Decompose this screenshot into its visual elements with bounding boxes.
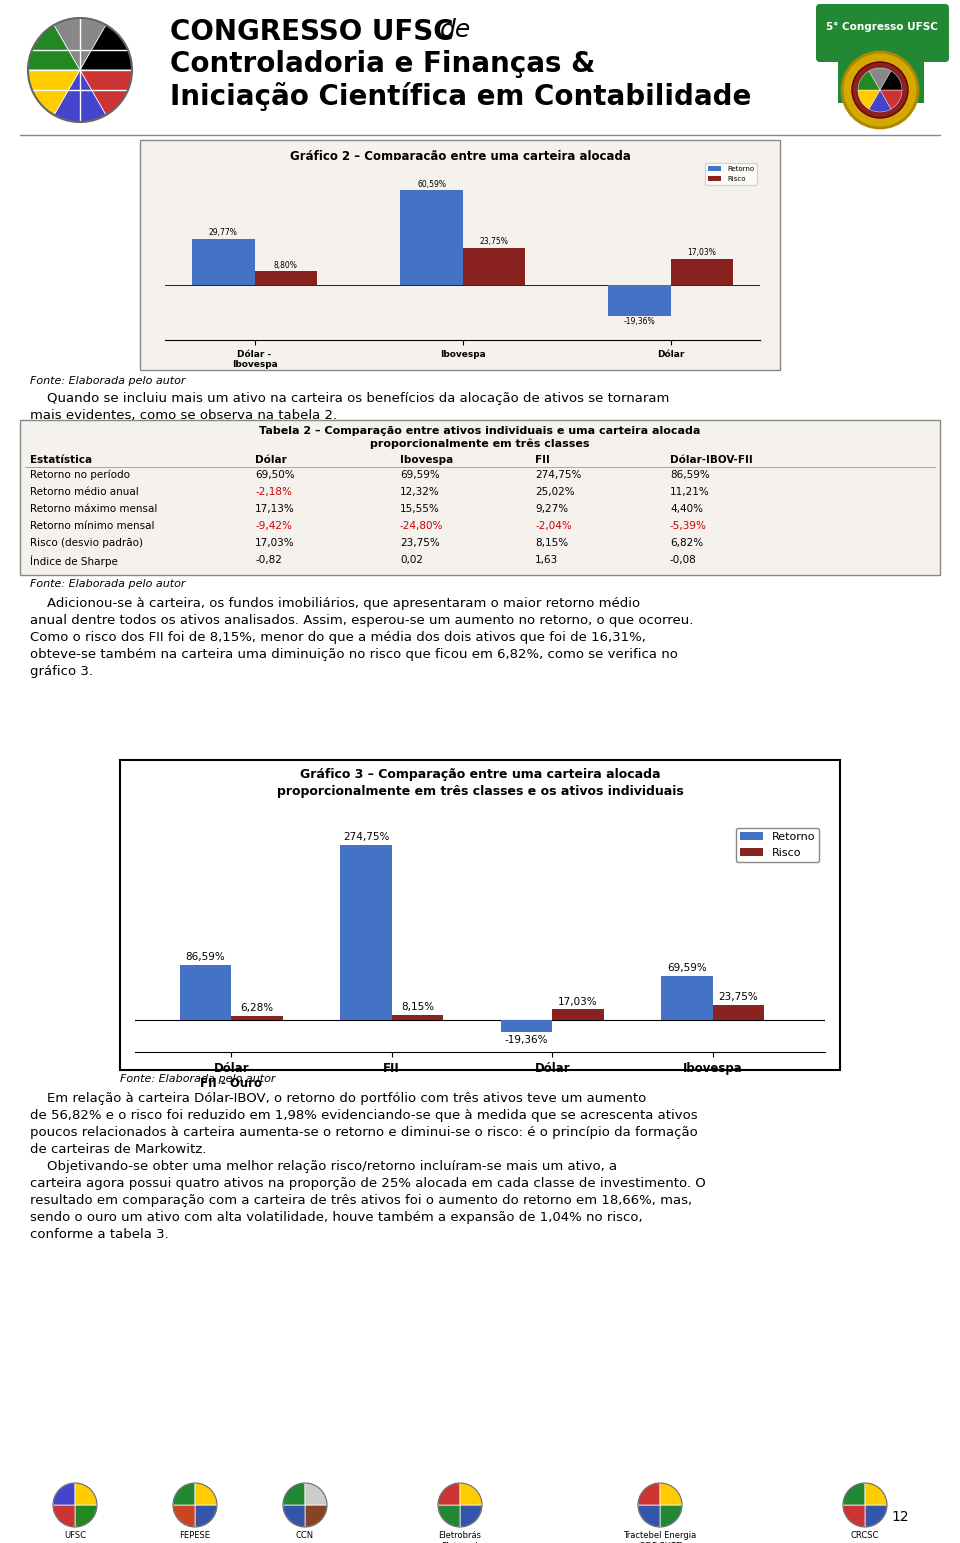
FancyBboxPatch shape	[906, 48, 924, 103]
Text: 86,59%: 86,59%	[185, 952, 226, 963]
Text: 29,77%: 29,77%	[209, 228, 238, 238]
Wedge shape	[865, 1504, 887, 1528]
Text: Gráfico 2 – Comparação entre uma carteira alocada
proporcionalmente em 50% de ca: Gráfico 2 – Comparação entre uma carteir…	[265, 150, 655, 179]
Text: 6,82%: 6,82%	[670, 539, 703, 548]
Wedge shape	[80, 69, 132, 116]
Wedge shape	[869, 68, 891, 89]
Bar	[609, 285, 671, 315]
Wedge shape	[638, 1504, 660, 1528]
Wedge shape	[438, 1504, 460, 1528]
Wedge shape	[75, 1483, 97, 1504]
Text: Controladoria e Finanças &: Controladoria e Finanças &	[170, 49, 595, 79]
Text: 69,50%: 69,50%	[255, 471, 295, 480]
Bar	[501, 1020, 552, 1032]
Text: 274,75%: 274,75%	[535, 471, 582, 480]
Wedge shape	[173, 1504, 195, 1528]
Legend: Retorno, Risco: Retorno, Risco	[705, 164, 756, 185]
Wedge shape	[54, 19, 106, 69]
Wedge shape	[843, 1504, 865, 1528]
Wedge shape	[195, 1483, 217, 1504]
Text: 69,59%: 69,59%	[667, 963, 707, 974]
Text: Tractebel Energia
GDF SUEZ: Tractebel Energia GDF SUEZ	[623, 1531, 697, 1543]
Bar	[552, 1009, 604, 1020]
Bar	[254, 272, 317, 285]
Text: Dólar-IBOV-FII: Dólar-IBOV-FII	[670, 455, 753, 464]
Text: FEPESE: FEPESE	[180, 1531, 210, 1540]
Wedge shape	[438, 1483, 460, 1504]
Wedge shape	[880, 71, 902, 89]
Wedge shape	[195, 1504, 217, 1528]
Text: CCN: CCN	[296, 1531, 314, 1540]
Text: 1,63: 1,63	[535, 555, 559, 565]
Bar	[661, 975, 712, 1020]
Text: Quando se incluiu mais um ativo na carteira os benefícios da alocação de ativos : Quando se incluiu mais um ativo na carte…	[30, 392, 669, 421]
Text: 12,32%: 12,32%	[400, 488, 440, 497]
Wedge shape	[858, 71, 880, 89]
Text: 60,59%: 60,59%	[417, 181, 446, 188]
Text: 23,75%: 23,75%	[479, 238, 509, 247]
Text: UFSC: UFSC	[64, 1531, 86, 1540]
FancyBboxPatch shape	[838, 48, 856, 103]
Wedge shape	[880, 89, 902, 110]
Text: 15,55%: 15,55%	[400, 505, 440, 514]
Text: 5° Congresso UFSC: 5° Congresso UFSC	[826, 22, 938, 32]
Text: 8,15%: 8,15%	[535, 539, 568, 548]
Text: Retorno médio anual: Retorno médio anual	[30, 488, 139, 497]
Text: 17,13%: 17,13%	[255, 505, 295, 514]
Text: Em relação à carteira Dólar-IBOV, o retorno do portfólio com três ativos teve um: Em relação à carteira Dólar-IBOV, o reto…	[30, 1092, 698, 1156]
Text: -0,82: -0,82	[255, 555, 282, 565]
Text: 8,15%: 8,15%	[401, 1003, 434, 1012]
Text: 23,75%: 23,75%	[400, 539, 440, 548]
Text: -19,36%: -19,36%	[624, 316, 656, 326]
Text: 69,59%: 69,59%	[400, 471, 440, 480]
Text: Eletrobrás
Eletrosul: Eletrobrás Eletrosul	[439, 1531, 482, 1543]
FancyBboxPatch shape	[20, 420, 940, 576]
Text: 274,75%: 274,75%	[343, 832, 389, 842]
Bar	[180, 964, 231, 1020]
Text: Tabela 2 – Comparação entre ativos individuais e uma carteira alocada
proporcion: Tabela 2 – Comparação entre ativos indiv…	[259, 426, 701, 449]
Text: 11,21%: 11,21%	[670, 488, 709, 497]
Circle shape	[852, 62, 908, 117]
Text: -9,42%: -9,42%	[255, 522, 292, 531]
Text: Ibovespa: Ibovespa	[400, 455, 453, 464]
Wedge shape	[660, 1504, 682, 1528]
Wedge shape	[660, 1483, 682, 1504]
Wedge shape	[858, 89, 880, 110]
FancyBboxPatch shape	[120, 761, 840, 1069]
Wedge shape	[53, 1483, 75, 1504]
Text: Estatística: Estatística	[30, 455, 92, 464]
Text: 12: 12	[891, 1511, 909, 1524]
Text: Objetivando-se obter uma melhor relação risco/retorno incluíram-se mais um ativo: Objetivando-se obter uma melhor relação …	[30, 1160, 706, 1241]
Text: 17,03%: 17,03%	[255, 539, 295, 548]
Bar	[231, 1015, 282, 1020]
Text: 17,03%: 17,03%	[687, 248, 716, 258]
Text: Fonte: Elaborada pelo autor: Fonte: Elaborada pelo autor	[120, 1074, 276, 1085]
FancyBboxPatch shape	[140, 140, 780, 370]
Text: Iniciação Científica em Contabilidade: Iniciação Científica em Contabilidade	[170, 82, 752, 111]
Text: 4,40%: 4,40%	[670, 505, 703, 514]
FancyBboxPatch shape	[816, 5, 949, 62]
Text: Gráfico 3 – Comparação entre uma carteira alocada
proporcionalmente em três clas: Gráfico 3 – Comparação entre uma carteir…	[276, 768, 684, 798]
Text: -2,18%: -2,18%	[255, 488, 292, 497]
Text: -5,39%: -5,39%	[670, 522, 707, 531]
Wedge shape	[28, 25, 80, 69]
Text: Retorno máximo mensal: Retorno máximo mensal	[30, 505, 157, 514]
Text: Dólar: Dólar	[255, 455, 287, 464]
Bar	[463, 248, 525, 285]
Text: 8,80%: 8,80%	[274, 261, 298, 270]
Text: Retorno no período: Retorno no período	[30, 471, 130, 480]
Wedge shape	[28, 69, 80, 116]
Text: Retorno mínimo mensal: Retorno mínimo mensal	[30, 522, 155, 531]
Wedge shape	[80, 25, 132, 69]
Wedge shape	[283, 1504, 305, 1528]
Text: 0,02: 0,02	[400, 555, 423, 565]
Wedge shape	[173, 1483, 195, 1504]
Bar	[400, 190, 463, 285]
Text: 25,02%: 25,02%	[535, 488, 575, 497]
Text: FII: FII	[535, 455, 550, 464]
Bar	[192, 239, 254, 285]
Wedge shape	[283, 1483, 305, 1504]
Bar	[392, 1015, 444, 1020]
Bar	[341, 844, 392, 1020]
